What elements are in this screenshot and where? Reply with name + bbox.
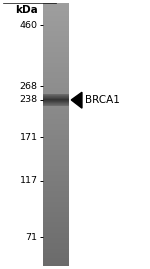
- Text: kDa: kDa: [15, 5, 38, 15]
- Text: 117: 117: [20, 176, 38, 185]
- Text: 171: 171: [20, 133, 38, 142]
- Polygon shape: [71, 92, 82, 108]
- Text: BRCA1: BRCA1: [85, 95, 120, 105]
- Text: 238: 238: [20, 95, 38, 104]
- Text: 71: 71: [26, 233, 38, 242]
- Text: 460: 460: [20, 21, 38, 30]
- Text: 268: 268: [20, 82, 38, 91]
